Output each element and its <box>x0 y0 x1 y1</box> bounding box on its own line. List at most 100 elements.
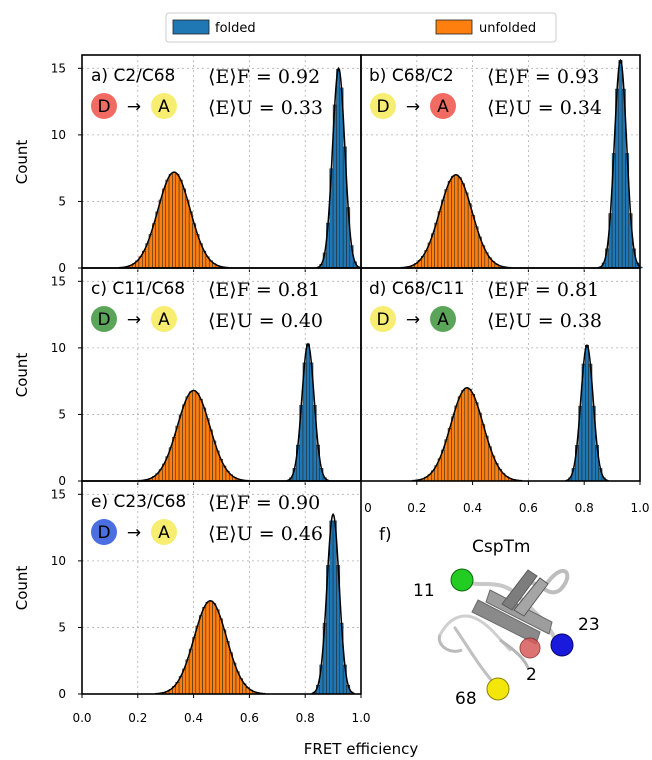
gaussian-fit-line <box>311 512 355 695</box>
mean-efficiency-unfolded: ⟨E⟩U = 0.38 <box>487 310 602 332</box>
y-tick-label: 0 <box>58 687 66 701</box>
y-tick-label: 5 <box>58 407 66 421</box>
histogram-bar-unfolded <box>178 414 183 482</box>
donor-label: D <box>97 523 110 543</box>
histogram-bar-unfolded <box>152 223 156 269</box>
histogram-bar-unfolded <box>461 183 466 269</box>
transfer-arrow: → <box>406 97 420 117</box>
acceptor-label: A <box>158 310 170 330</box>
x-tick-label: 0.8 <box>575 501 594 515</box>
histogram-bar-unfolded <box>447 428 452 482</box>
residue-2-label: 2 <box>526 665 537 685</box>
x-tick-label: 0.8 <box>296 711 315 725</box>
histogram-bar-unfolded <box>182 404 187 482</box>
histogram-bar-unfolded <box>195 625 200 695</box>
panel-f-structure: f) CspTm 11 23 2 68 <box>379 525 600 709</box>
transfer-arrow: → <box>127 97 141 117</box>
acceptor-label: A <box>437 310 449 330</box>
histogram-bar-unfolded <box>205 601 210 695</box>
legend-folded-label: folded <box>215 21 256 36</box>
x-tick-label: 0.2 <box>407 501 426 515</box>
protein-ribbon <box>437 568 570 690</box>
transfer-arrow: → <box>127 523 141 543</box>
acceptor-dye-circle <box>430 93 456 119</box>
residue-68-label: 68 <box>455 689 477 709</box>
histogram-bar-folded <box>618 60 623 269</box>
residue-11-sphere <box>450 568 474 592</box>
histogram-bar-unfolded <box>464 192 469 269</box>
acceptor-dye-circle <box>151 306 177 332</box>
x-tick-label: 0.6 <box>240 711 259 725</box>
histogram-bar-unfolded <box>219 618 223 695</box>
histogram-bar-folded <box>329 520 334 695</box>
x-tick-label: 0.0 <box>72 711 91 725</box>
histogram-bar-unfolded <box>441 199 445 269</box>
gaussian-fit-line <box>565 344 609 482</box>
acceptor-dye-circle <box>430 306 456 332</box>
legend: folded unfolded <box>165 12 557 43</box>
histogram-bar-unfolded <box>188 391 193 482</box>
y-tick-label: 5 <box>58 620 66 634</box>
histogram-bar-unfolded <box>202 607 207 695</box>
residue-11-label: 11 <box>413 581 435 601</box>
histogram-bar-unfolded <box>188 648 193 695</box>
legend-unfolded-label: unfolded <box>479 21 536 36</box>
histogram-bar-unfolded <box>172 437 176 482</box>
panel-label: b) C68/C2 <box>369 66 454 86</box>
y-axis-label-bottom: Count <box>13 566 31 611</box>
histogram-bar-folded <box>332 520 337 695</box>
y-tick-label: 10 <box>51 554 66 568</box>
histogram-bar-folded <box>336 68 341 269</box>
y-tick-label: 10 <box>51 341 66 355</box>
histogram-bar-unfolded <box>168 173 173 269</box>
histogram-bar-unfolded <box>198 615 203 695</box>
y-axis-label-top: Count <box>13 140 31 185</box>
gaussian-fit-line <box>286 342 330 482</box>
y-tick-label: 15 <box>51 274 66 288</box>
histogram-bar-unfolded <box>215 609 220 695</box>
panel-a: a) C2/C68 ⟨E⟩F = 0.92 ⟨E⟩U = 0.33 D → A <box>78 54 362 272</box>
gaussian-fit-line <box>598 58 641 269</box>
gaussian-fit-line <box>316 66 362 269</box>
histogram-bar-unfolded <box>447 181 452 269</box>
donor-dye-circle <box>91 93 117 119</box>
mean-efficiency-folded: ⟨E⟩F = 0.92 <box>208 66 320 88</box>
histogram-bar-unfolded <box>208 429 213 482</box>
x-tick-label: 0.4 <box>463 501 482 515</box>
acceptor-dye-circle <box>151 93 177 119</box>
y-tick-label: 15 <box>51 61 66 75</box>
histogram-bar-unfolded <box>202 407 207 482</box>
panel-e: e) C23/C68 ⟨E⟩F = 0.90 ⟨E⟩U = 0.46 D → A <box>78 480 362 698</box>
gaussian-fit-line <box>400 174 512 269</box>
mean-efficiency-unfolded: ⟨E⟩U = 0.34 <box>487 97 602 119</box>
donor-dye-circle <box>370 93 396 119</box>
panel-b: b) C68/C2 ⟨E⟩F = 0.93 ⟨E⟩U = 0.34 D → A <box>360 54 643 272</box>
mean-efficiency-unfolded: ⟨E⟩U = 0.40 <box>208 310 323 332</box>
mean-efficiency-folded: ⟨E⟩F = 0.93 <box>487 66 599 88</box>
histogram-bar-unfolded <box>467 388 472 482</box>
histogram-bar-unfolded <box>175 173 180 269</box>
donor-dye-circle <box>91 306 117 332</box>
histogram-bar-unfolded <box>457 177 462 269</box>
protein-title: CspTm <box>472 537 530 557</box>
histogram-bar-unfolded <box>225 641 230 695</box>
donor-label: D <box>97 97 110 117</box>
mean-efficiency-unfolded: ⟨E⟩U = 0.46 <box>208 523 323 545</box>
panel-label: e) C23/C68 <box>91 492 186 512</box>
histogram-bar-unfolded <box>474 402 479 482</box>
histogram-bar-unfolded <box>484 435 489 482</box>
donor-dye-circle <box>91 519 117 545</box>
panel-f-label: f) <box>379 525 392 545</box>
histogram-bar-unfolded <box>477 412 482 482</box>
acceptor-label: A <box>158 97 170 117</box>
histogram-bar-unfolded <box>481 424 486 482</box>
mean-efficiency-folded: ⟨E⟩F = 0.90 <box>208 492 320 514</box>
histogram-bar-unfolded <box>464 387 469 482</box>
donor-label: D <box>376 310 389 330</box>
histogram-bar-unfolded <box>185 396 190 482</box>
histogram-bar-unfolded <box>451 175 455 269</box>
donor-dye-circle <box>370 306 396 332</box>
histogram-bar-unfolded <box>155 211 160 269</box>
histogram-bar-unfolded <box>471 215 476 269</box>
